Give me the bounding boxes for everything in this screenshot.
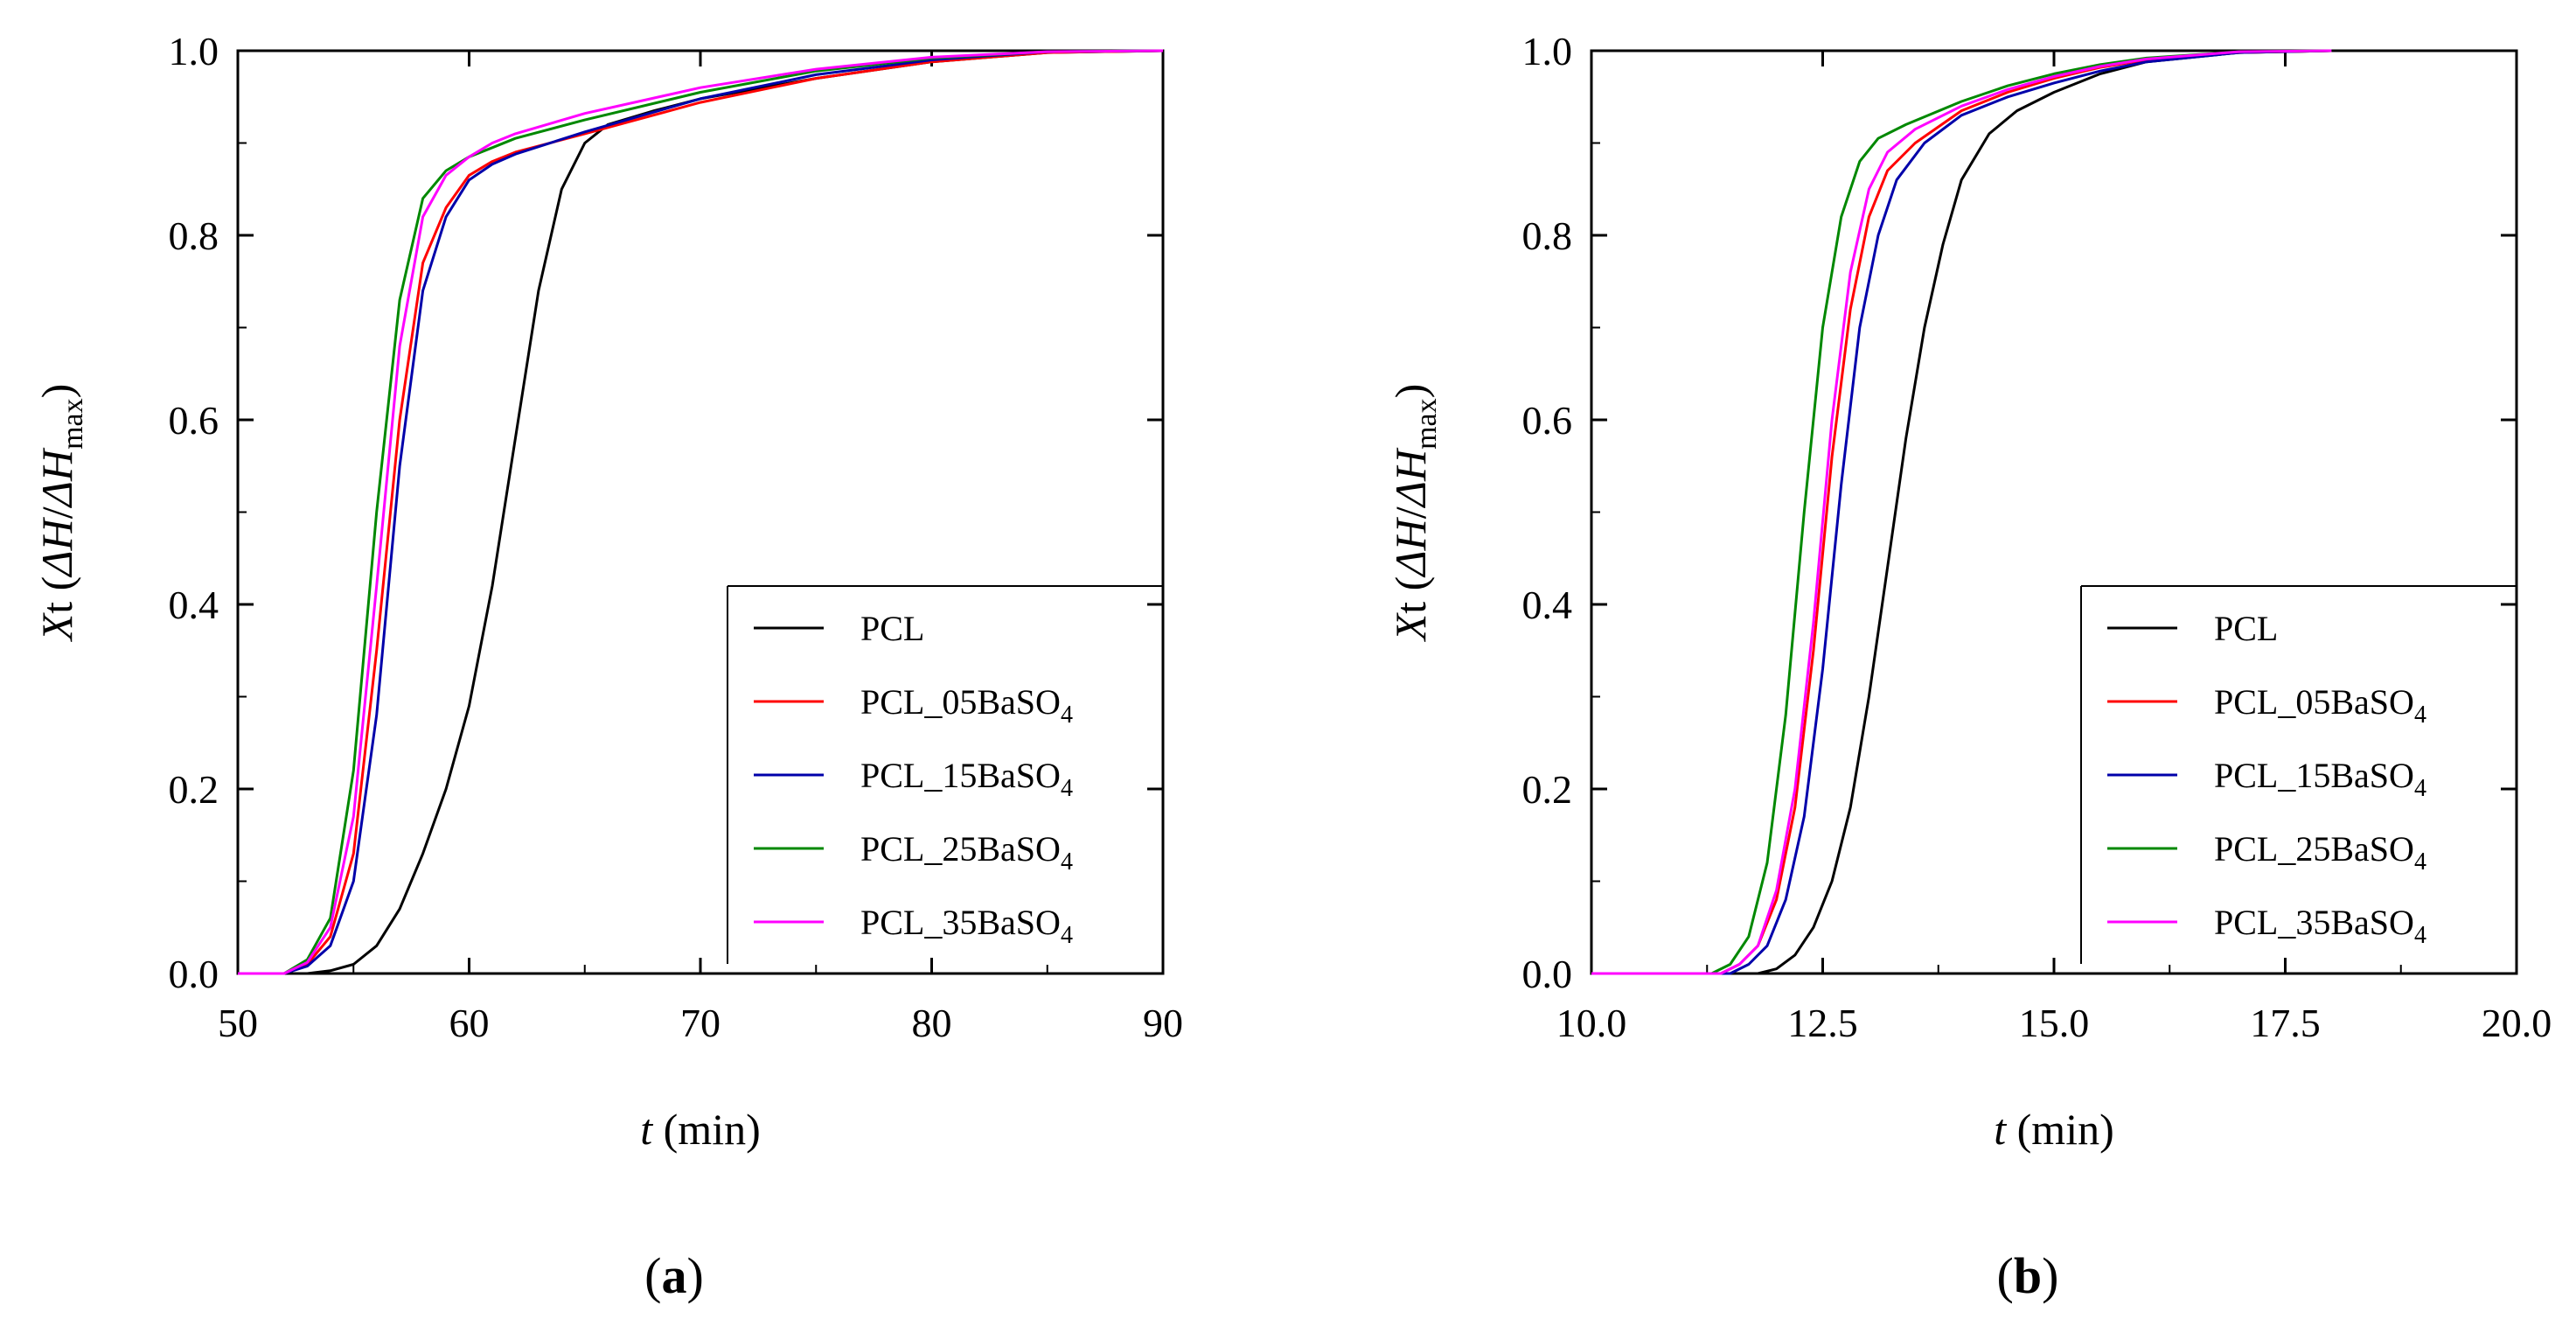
series-line-pcl-15baso4 (238, 49, 1164, 975)
panel-label: (b) (1997, 1247, 2059, 1304)
y-tick-label: 0.0 (169, 952, 219, 996)
y-tick-label: 1.0 (169, 29, 219, 73)
y-tick-label: 0.2 (169, 767, 219, 812)
legend-label: PCL (860, 609, 924, 648)
series-line-pcl-15baso4 (1591, 49, 2332, 975)
x-tick-label: 70 (680, 1001, 721, 1045)
legend: PCL PCL_05BaSO4 PCL_15BaSO4 PCL_25BaSO4 PCL_… (754, 609, 1073, 949)
y-tick-label: 0.4 (169, 583, 219, 627)
y-tick-label: 0.8 (169, 213, 219, 258)
legend: PCL PCL_05BaSO4 PCL_15BaSO4 PCL_25BaSO4 PCL_… (2107, 609, 2426, 949)
legend-label: PCL_15BaSO4 (2214, 756, 2426, 802)
x-tick-label: 50 (218, 1001, 258, 1045)
y-tick-label: 0.6 (1522, 398, 1573, 443)
x-tick-label: 17.5 (2250, 1001, 2321, 1045)
x-tick-label: 90 (1143, 1001, 1183, 1045)
y-axis-title: Xt (ΔH/ΔHmax) (1386, 384, 1443, 643)
x-tick-label: 60 (449, 1001, 490, 1045)
x-axis-title: t (min) (1994, 1105, 2114, 1154)
y-tick-label: 0.2 (1522, 767, 1573, 812)
x-tick-label: 20.0 (2482, 1001, 2552, 1045)
y-tick-label: 0.0 (1522, 952, 1573, 996)
series-line-pcl-25baso4 (1591, 49, 2332, 975)
legend-label: PCL_25BaSO4 (860, 829, 1073, 876)
x-tick-label: 10.0 (1556, 1001, 1627, 1045)
x-axis-title: t (min) (640, 1105, 761, 1154)
x-tick-label: 15.0 (2019, 1001, 2090, 1045)
series-line-pcl-25baso4 (238, 49, 1164, 975)
legend-label: PCL_35BaSO4 (860, 903, 1073, 949)
y-tick-label: 0.8 (1522, 213, 1573, 258)
y-tick-label: 0.6 (169, 398, 219, 443)
y-tick-label: 0.4 (1522, 583, 1573, 627)
legend-label: PCL_35BaSO4 (2214, 903, 2426, 949)
legend-label: PCL_05BaSO4 (2214, 682, 2426, 729)
legend-label: PCL_05BaSO4 (860, 682, 1073, 729)
panel-b: 10.0 12.5 15.0 17.5 20.0 0.0 0.2 0.4 0.6 0.8 1.0 t … (1386, 29, 2552, 1304)
series-line-pcl-05baso4 (238, 49, 1164, 975)
legend-label: PCL_25BaSO4 (2214, 829, 2426, 876)
panel-a: 50 60 70 80 90 0.0 0.2 0.4 0.6 0.8 1.0 t (min) Xt (Δ… (32, 29, 1183, 1304)
series-line-pcl-35baso4 (1591, 49, 2332, 975)
panel-label: (a) (644, 1247, 704, 1304)
legend-label: PCL_15BaSO4 (860, 756, 1073, 802)
legend-label: PCL (2214, 609, 2278, 648)
x-tick-label: 80 (912, 1001, 952, 1045)
y-tick-label: 1.0 (1522, 29, 1573, 73)
x-tick-label: 12.5 (1787, 1001, 1858, 1045)
series-line-pcl-35baso4 (238, 49, 1164, 975)
y-axis-title: Xt (ΔH/ΔHmax) (32, 384, 89, 643)
series-line-pcl (1591, 49, 2332, 975)
